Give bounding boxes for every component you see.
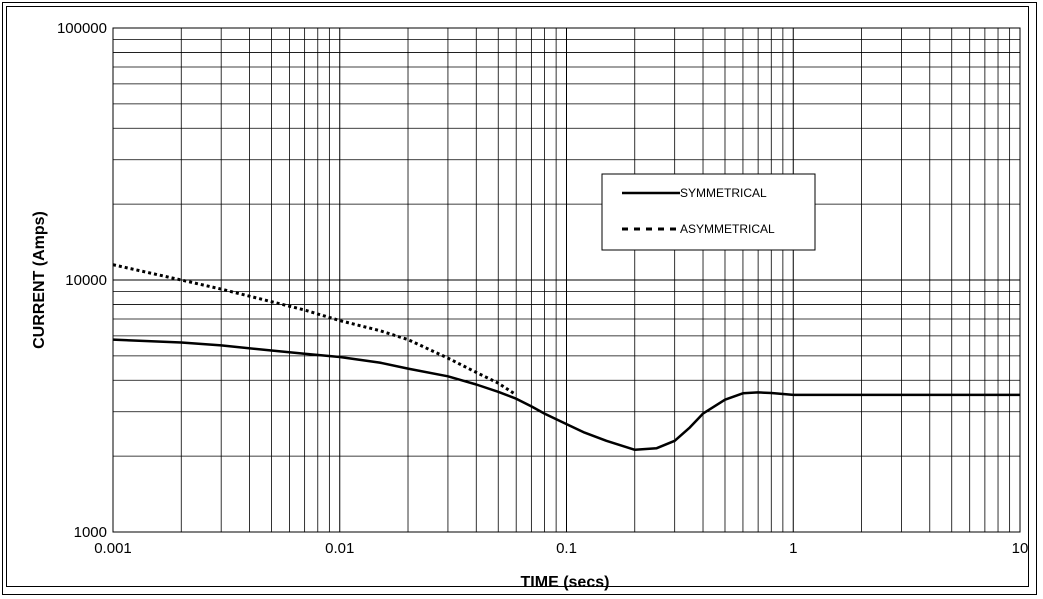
legend-box [601,173,816,251]
legend-label-symmetrical: SYMMETRICAL [680,186,767,200]
y-tick-label: 1000 [74,524,107,541]
x-tick-label: 0.1 [556,540,577,557]
y-tick-label: 10000 [65,272,107,289]
series-line-asymmetrical [112,263,518,397]
legend-label-asymmetrical: ASYMMETRICAL [680,222,775,236]
x-tick-labels: 0.001 0.01 0.1 1 10 [94,540,1028,557]
y-tick-labels: 1000 10000 100000 [57,20,107,541]
chart-frame-inner [6,6,1029,587]
series-lines [112,263,1020,452]
x-tick-label: 0.01 [325,540,354,557]
y-axis-label: CURRENT (Amps) [31,211,48,349]
legend: SYMMETRICAL ASYMMETRICAL [601,173,816,251]
x-tick-label: 1 [789,540,797,557]
series-line-symmetrical [112,338,1020,452]
plot-area-border [112,27,1021,533]
x-axis-label: TIME (secs) [521,574,610,591]
x-tick-label: 0.001 [94,540,132,557]
x-tick-label: 10 [1012,540,1029,557]
y-tick-label: 100000 [57,20,107,37]
